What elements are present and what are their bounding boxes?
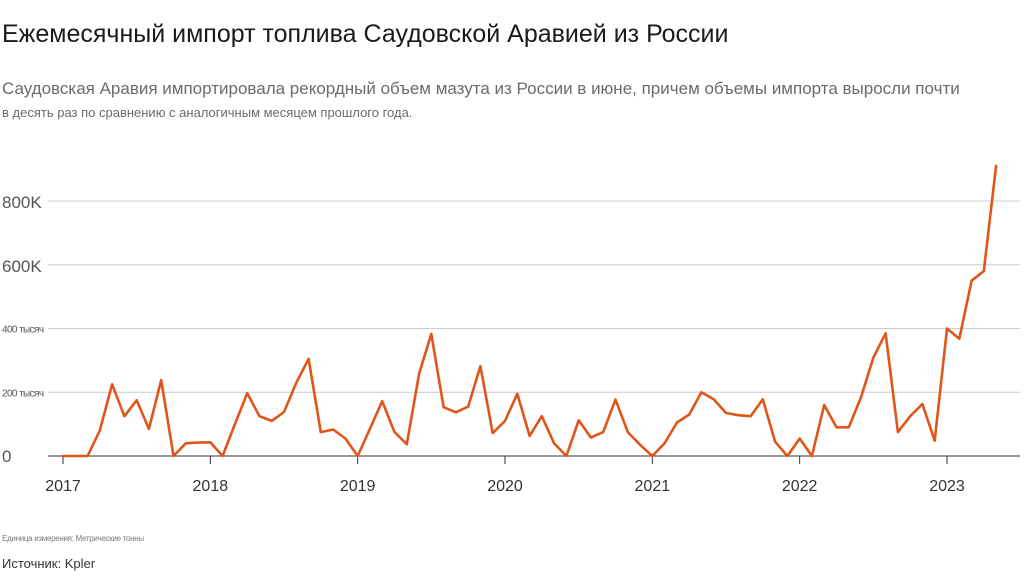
data-point bbox=[380, 399, 384, 403]
data-point bbox=[540, 414, 544, 418]
data-point bbox=[589, 436, 593, 440]
data-point bbox=[122, 414, 126, 418]
data-point bbox=[650, 454, 654, 458]
data-point bbox=[172, 454, 176, 458]
data-point bbox=[184, 441, 188, 445]
data-point bbox=[724, 411, 728, 415]
data-point bbox=[638, 443, 642, 447]
data-point bbox=[429, 332, 433, 336]
data-point bbox=[798, 436, 802, 440]
unit-note: Единица измерения: Метрические тонны bbox=[2, 534, 144, 543]
data-point bbox=[749, 414, 753, 418]
data-point bbox=[503, 419, 507, 423]
data-point bbox=[945, 327, 949, 331]
x-tick-label: 2023 bbox=[929, 478, 965, 495]
data-point bbox=[736, 413, 740, 417]
data-point bbox=[859, 395, 863, 399]
y-tick-label: 200 тысяч bbox=[2, 388, 44, 399]
data-point bbox=[159, 378, 163, 382]
x-tick-label: 2019 bbox=[340, 478, 376, 495]
chart-subtitle: Саудовская Аравия импортировала рекордны… bbox=[2, 78, 1012, 126]
data-point bbox=[994, 164, 998, 168]
data-point bbox=[847, 425, 851, 429]
data-point bbox=[515, 392, 519, 396]
data-point bbox=[920, 402, 924, 406]
data-point bbox=[98, 429, 102, 433]
data-point bbox=[405, 442, 409, 446]
data-point bbox=[73, 454, 77, 458]
line-chart: 0 200 тысяч 400 тысяч 600K 800K 2017 2018 2019 2… bbox=[2, 164, 1020, 495]
data-point bbox=[528, 434, 532, 438]
data-point bbox=[957, 337, 961, 341]
data-point bbox=[294, 381, 298, 385]
data-point bbox=[884, 331, 888, 335]
data-point bbox=[712, 397, 716, 401]
data-point bbox=[208, 440, 212, 444]
data-point bbox=[257, 414, 261, 418]
data-point bbox=[86, 454, 90, 458]
data-point bbox=[614, 398, 618, 402]
data-point bbox=[331, 428, 335, 432]
data-point bbox=[835, 425, 839, 429]
data-point bbox=[970, 279, 974, 283]
data-point bbox=[245, 391, 249, 395]
data-point bbox=[319, 430, 323, 434]
data-point bbox=[491, 431, 495, 435]
data-point bbox=[577, 418, 581, 422]
data-point bbox=[687, 413, 691, 417]
data-point bbox=[933, 439, 937, 443]
data-point bbox=[699, 390, 703, 394]
y-tick-label: 0 bbox=[2, 447, 11, 466]
data-point bbox=[896, 430, 900, 434]
data-point bbox=[110, 382, 114, 386]
data-point bbox=[761, 397, 765, 401]
subtitle-line-1: Саудовская Аравия импортировала рекордны… bbox=[2, 79, 960, 98]
data-point bbox=[61, 454, 65, 458]
data-point bbox=[552, 441, 556, 445]
data-point bbox=[135, 398, 139, 402]
data-point bbox=[454, 410, 458, 414]
data-point bbox=[601, 430, 605, 434]
data-point bbox=[442, 405, 446, 409]
data-point bbox=[626, 430, 630, 434]
x-tick-label: 2021 bbox=[635, 478, 671, 495]
data-point bbox=[908, 414, 912, 418]
data-point bbox=[822, 403, 826, 407]
data-point bbox=[773, 440, 777, 444]
data-point bbox=[221, 454, 225, 458]
y-tick-label: 800K bbox=[2, 193, 42, 212]
x-tick-label: 2022 bbox=[782, 478, 818, 495]
chart-title: Ежемесячный импорт топлива Саудовской Ар… bbox=[2, 20, 729, 48]
data-point bbox=[343, 436, 347, 440]
subtitle-line-2: в десять раз по сравнению с аналогичным … bbox=[2, 105, 413, 120]
y-tick-label: 600K bbox=[2, 257, 42, 276]
x-tick-label: 2017 bbox=[45, 478, 81, 495]
data-point bbox=[871, 356, 875, 360]
data-point bbox=[393, 430, 397, 434]
data-point bbox=[466, 405, 470, 409]
data-point bbox=[564, 454, 568, 458]
data-point bbox=[196, 441, 200, 445]
data-point bbox=[368, 427, 372, 431]
data-point bbox=[147, 427, 151, 431]
data-point bbox=[282, 410, 286, 414]
data-point bbox=[785, 454, 789, 458]
x-tick-label: 2018 bbox=[193, 478, 229, 495]
data-point bbox=[810, 454, 814, 458]
data-point bbox=[417, 372, 421, 376]
data-point bbox=[675, 421, 679, 425]
data-point bbox=[233, 422, 237, 426]
series-line bbox=[61, 164, 998, 458]
data-point bbox=[663, 441, 667, 445]
data-point bbox=[307, 357, 311, 361]
data-point bbox=[982, 269, 986, 273]
data-point bbox=[270, 419, 274, 423]
source-note: Источник: Kpler bbox=[2, 556, 96, 571]
data-point bbox=[356, 454, 360, 458]
data-point bbox=[478, 364, 482, 368]
y-tick-label: 400 тысяч bbox=[2, 325, 44, 336]
x-tick-label: 2020 bbox=[487, 478, 523, 495]
